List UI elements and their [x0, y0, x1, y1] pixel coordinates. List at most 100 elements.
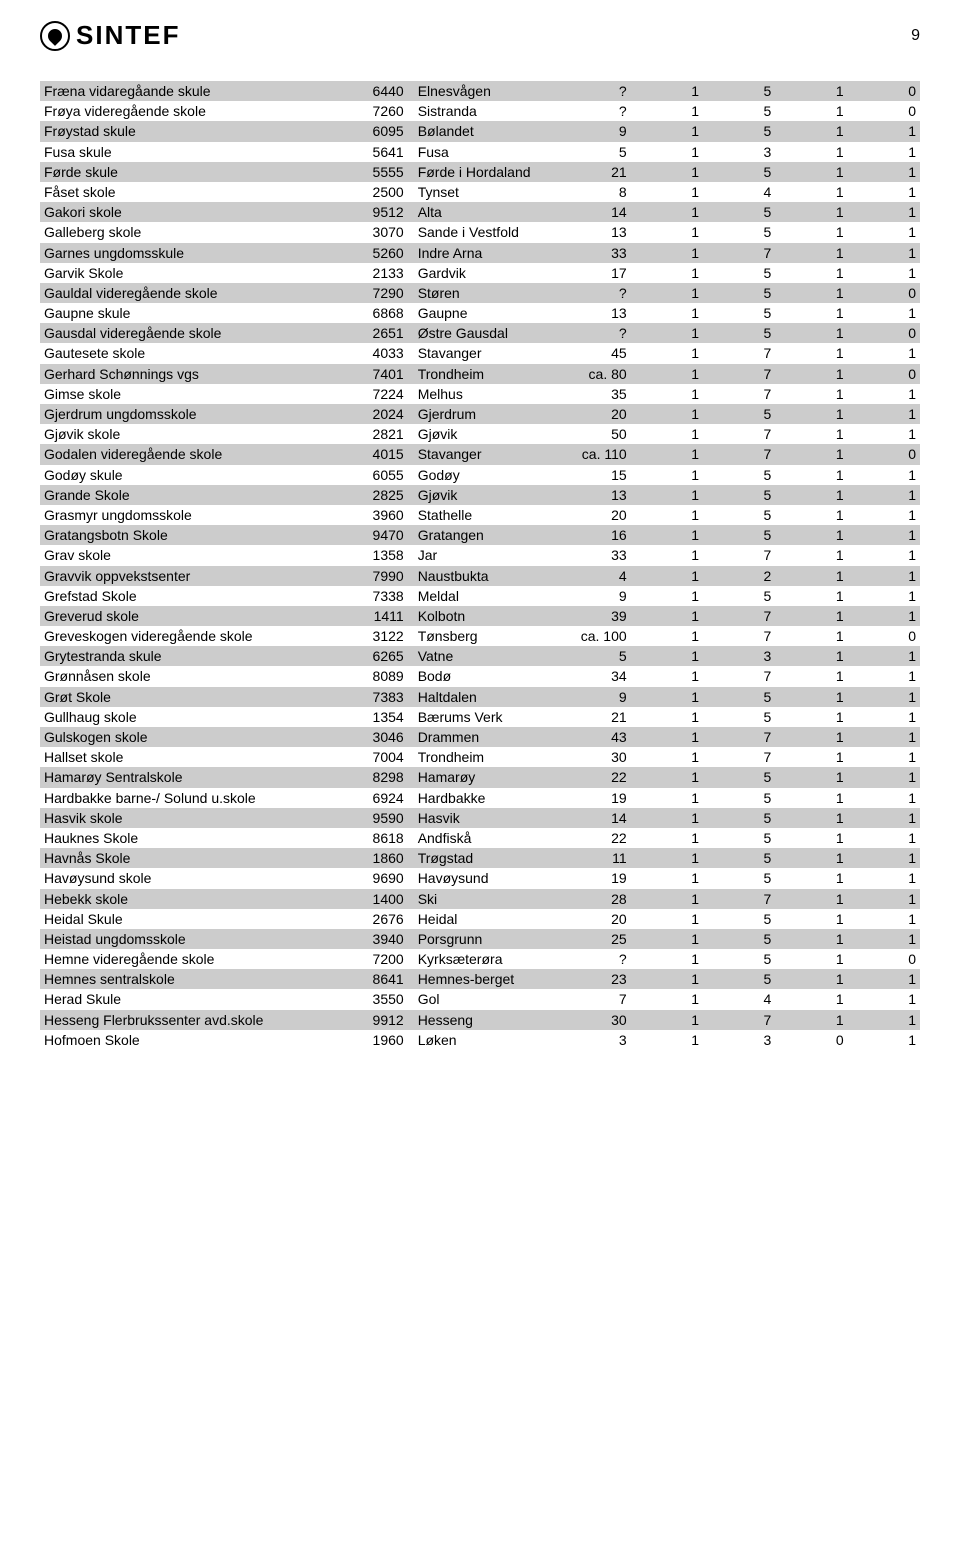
table-cell: 7200: [341, 949, 413, 969]
table-cell: 13: [558, 485, 630, 505]
table-cell: Gaupne skule: [40, 303, 341, 323]
table-cell: 1: [848, 1010, 920, 1030]
table-cell: 1: [848, 303, 920, 323]
table-cell: 1: [775, 545, 847, 565]
table-cell: 1: [848, 142, 920, 162]
table-row: Garnes ungdomsskule5260Indre Arna331711: [40, 243, 920, 263]
table-cell: 22: [558, 828, 630, 848]
table-cell: 1: [775, 949, 847, 969]
table-cell: 1: [775, 485, 847, 505]
table-cell: Hamarøy Sentralskole: [40, 767, 341, 787]
table-cell: 1860: [341, 848, 413, 868]
logo: SINTEF: [40, 20, 180, 51]
table-cell: 9: [558, 586, 630, 606]
table-cell: 1: [775, 283, 847, 303]
table-cell: 3940: [341, 929, 413, 949]
page-header: SINTEF 9: [40, 20, 920, 51]
table-cell: 3122: [341, 626, 413, 646]
table-cell: 5: [703, 465, 775, 485]
table-cell: Førde skule: [40, 162, 341, 182]
table-cell: 21: [558, 162, 630, 182]
table-cell: 1: [631, 707, 703, 727]
table-cell: 1: [775, 303, 847, 323]
table-cell: ?: [558, 949, 630, 969]
table-cell: 13: [558, 222, 630, 242]
table-cell: 1: [848, 121, 920, 141]
table-cell: ?: [558, 101, 630, 121]
table-cell: Gullhaug skole: [40, 707, 341, 727]
table-cell: 1: [631, 666, 703, 686]
table-cell: 13: [558, 303, 630, 323]
table-cell: 1: [631, 1030, 703, 1050]
table-cell: 7: [703, 666, 775, 686]
table-row: Gravvik oppvekstsenter7990Naustbukta4121…: [40, 566, 920, 586]
table-cell: 9690: [341, 868, 413, 888]
table-cell: Havøysund: [414, 868, 559, 888]
table-cell: ca. 80: [558, 364, 630, 384]
table-cell: 1: [631, 566, 703, 586]
table-cell: Stathelle: [414, 505, 559, 525]
table-cell: 1: [775, 162, 847, 182]
table-cell: 1: [848, 666, 920, 686]
table-cell: Elnesvågen: [414, 81, 559, 101]
table-cell: 0: [848, 626, 920, 646]
table-cell: 1: [631, 525, 703, 545]
table-cell: 1: [631, 465, 703, 485]
table-cell: 3: [703, 646, 775, 666]
table-cell: Løken: [414, 1030, 559, 1050]
table-cell: 1: [631, 485, 703, 505]
table-cell: 0: [775, 1030, 847, 1050]
table-cell: Gauldal videregående skole: [40, 283, 341, 303]
table-cell: 43: [558, 727, 630, 747]
table-cell: 1: [775, 788, 847, 808]
table-cell: 1: [631, 545, 703, 565]
table-cell: 0: [848, 283, 920, 303]
table-row: Frøya videregående skole7260Sistranda?15…: [40, 101, 920, 121]
table-cell: Gjerdrum: [414, 404, 559, 424]
table-cell: 1354: [341, 707, 413, 727]
table-cell: Hesseng: [414, 1010, 559, 1030]
table-cell: 39: [558, 606, 630, 626]
table-cell: 5: [703, 323, 775, 343]
table-cell: Bølandet: [414, 121, 559, 141]
table-cell: 5: [703, 202, 775, 222]
table-row: Gausdal videregående skole2651Østre Gaus…: [40, 323, 920, 343]
table-cell: 1: [631, 222, 703, 242]
table-cell: Gaupne: [414, 303, 559, 323]
table-cell: 7338: [341, 586, 413, 606]
table-row: Hesseng Flerbrukssenter avd.skole9912Hes…: [40, 1010, 920, 1030]
table-cell: 1: [775, 323, 847, 343]
table-cell: 8618: [341, 828, 413, 848]
table-cell: Tønsberg: [414, 626, 559, 646]
table-cell: 1: [775, 1010, 847, 1030]
table-cell: 28: [558, 889, 630, 909]
table-cell: 1: [848, 505, 920, 525]
table-cell: 1: [775, 727, 847, 747]
table-cell: 5260: [341, 243, 413, 263]
table-cell: 4: [703, 989, 775, 1009]
table-cell: Vatne: [414, 646, 559, 666]
table-cell: 1: [848, 263, 920, 283]
table-cell: 1: [775, 566, 847, 586]
table-cell: 5: [703, 222, 775, 242]
table-cell: Grasmyr ungdomsskole: [40, 505, 341, 525]
table-cell: 1: [631, 182, 703, 202]
table-cell: 7290: [341, 283, 413, 303]
table-row: Garvik Skole2133Gardvik171511: [40, 263, 920, 283]
table-cell: 20: [558, 909, 630, 929]
table-cell: Godøy skule: [40, 465, 341, 485]
table-cell: Meldal: [414, 586, 559, 606]
table-cell: Frøya videregående skole: [40, 101, 341, 121]
table-cell: 1: [848, 586, 920, 606]
sintef-logo-icon: [40, 21, 70, 51]
table-cell: 7224: [341, 384, 413, 404]
table-cell: 1: [631, 989, 703, 1009]
table-cell: 7: [703, 1010, 775, 1030]
table-cell: 7: [703, 727, 775, 747]
table-cell: 16: [558, 525, 630, 545]
table-cell: 1: [631, 364, 703, 384]
table-cell: 2825: [341, 485, 413, 505]
table-cell: Porsgrunn: [414, 929, 559, 949]
table-cell: 9: [558, 687, 630, 707]
table-cell: Godøy: [414, 465, 559, 485]
